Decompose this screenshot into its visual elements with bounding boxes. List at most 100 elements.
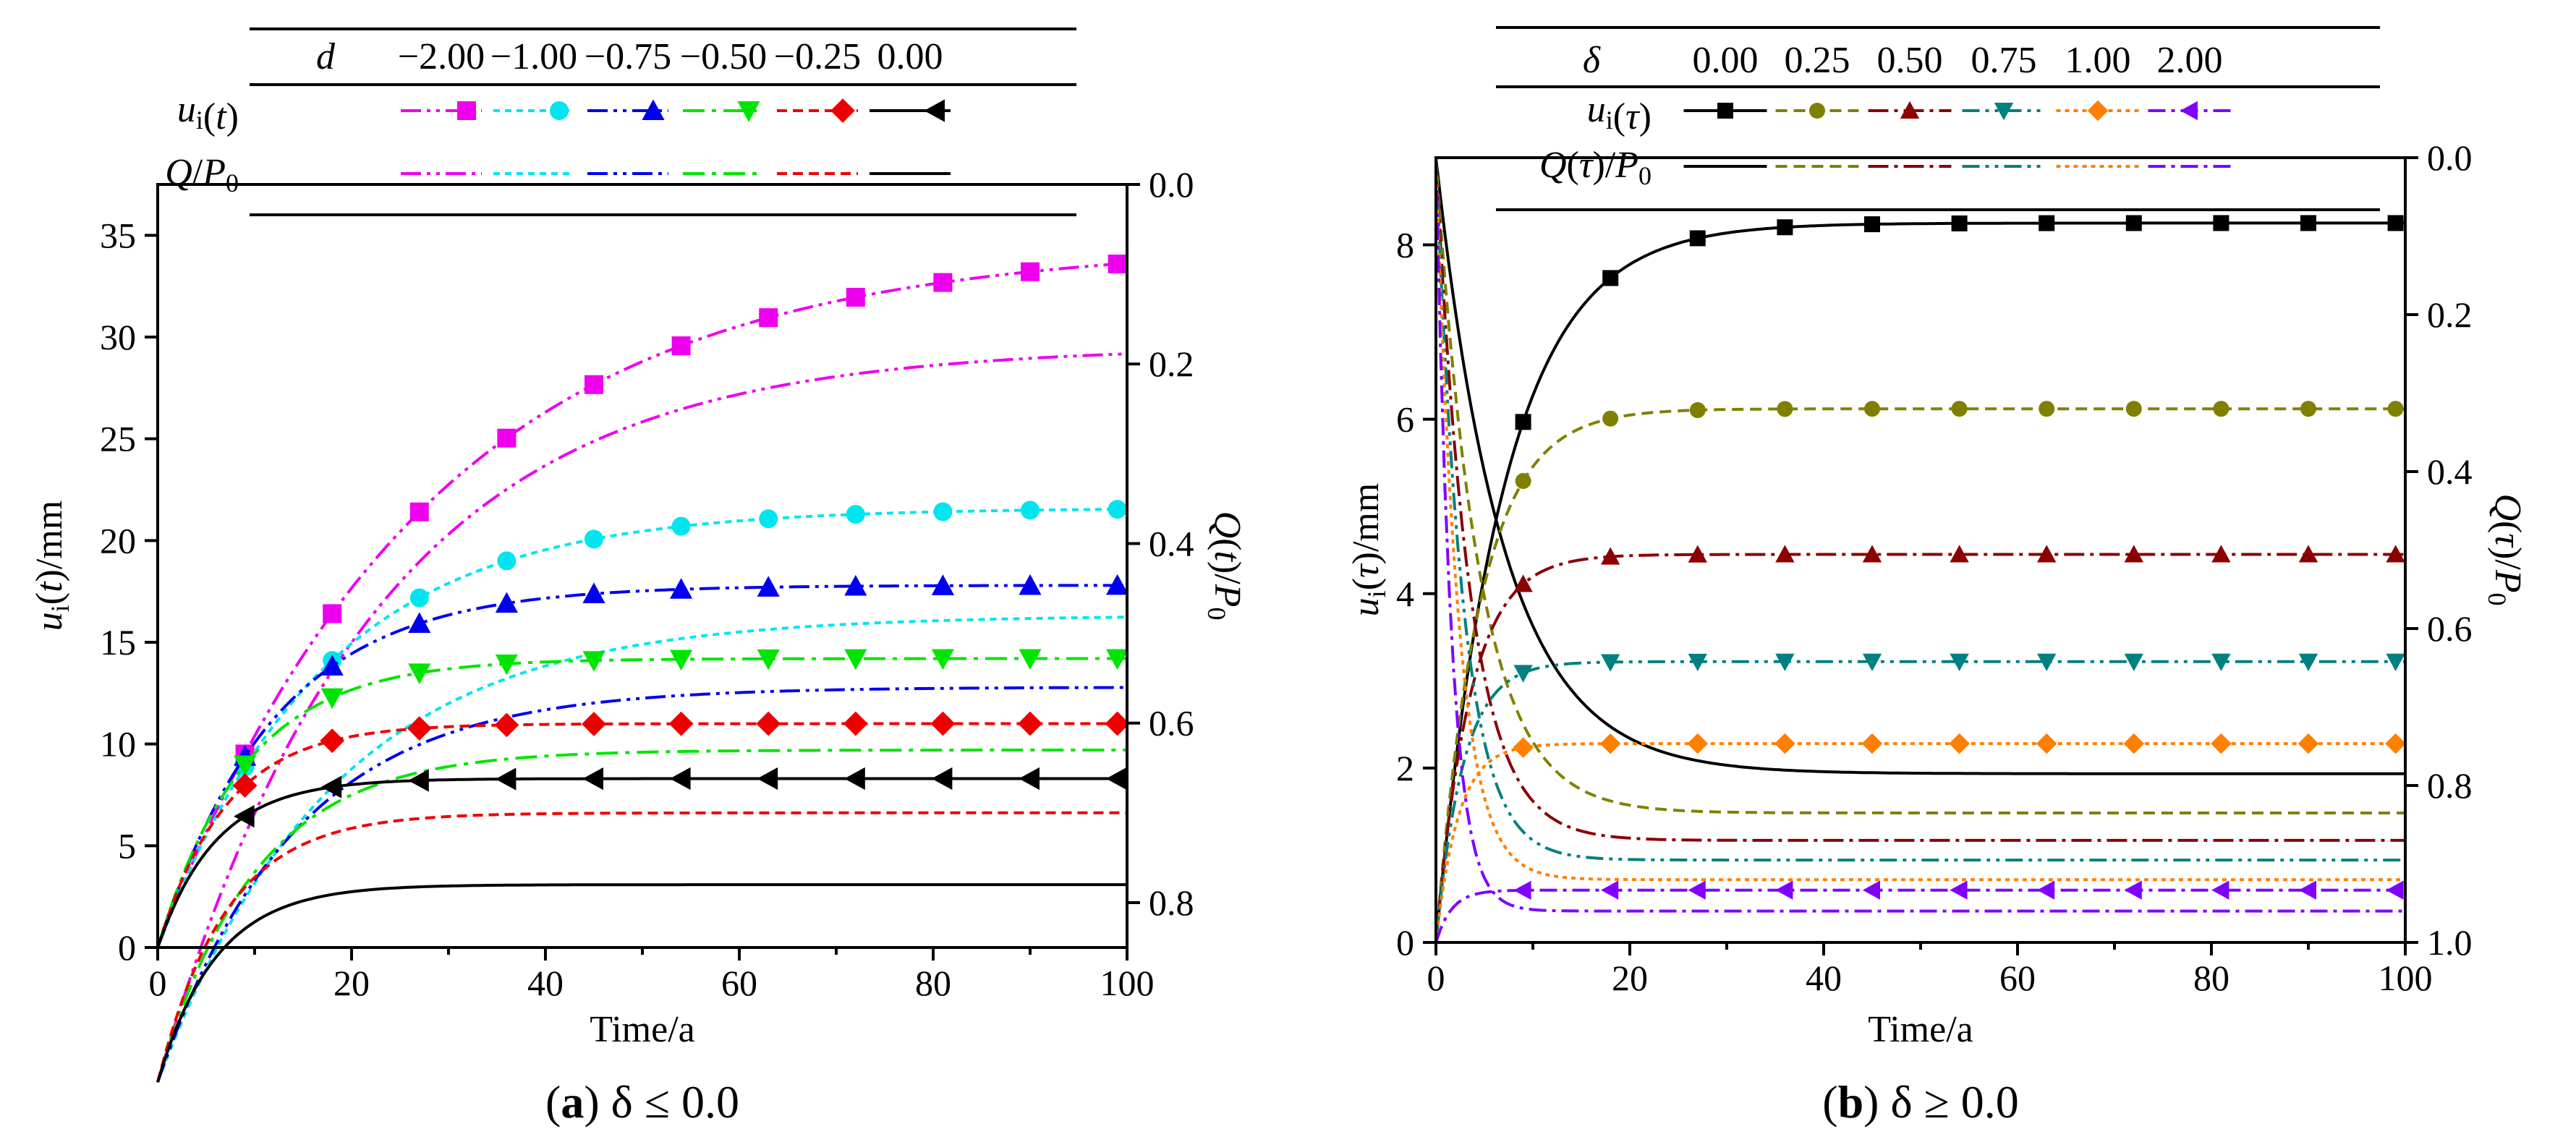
panel-b-y2-tick-label: 0.0 xyxy=(2427,137,2473,178)
panel-b-marker-000 xyxy=(1602,270,1619,286)
panel-a-marker-100 xyxy=(1021,501,1040,520)
panel-b-marker-000 xyxy=(2300,215,2316,231)
panel-b-x-tick-label: 100 xyxy=(2379,958,2433,998)
panel-a-marker-025 xyxy=(232,773,258,798)
panel-b-marker-025 xyxy=(2387,401,2404,417)
panel-a-legend-param-value: −0.75 xyxy=(585,36,671,77)
panel-a-marker-000 xyxy=(1019,767,1040,791)
panel-b-marker-100 xyxy=(2036,733,2057,754)
panel-b-x-tick-label: 0 xyxy=(1427,958,1445,998)
panel-b-y2-tick-label: 1.0 xyxy=(2427,922,2473,963)
panel-b-legend-param-value: 0.25 xyxy=(1785,40,1850,81)
panel-a-marker-000 xyxy=(757,767,778,791)
panel-b-marker-075 xyxy=(1862,653,1882,672)
panel-b-legend-param-value: 0.00 xyxy=(1693,40,1759,81)
panel-a-legend-param-value: −2.00 xyxy=(398,36,485,77)
panel-b-marker-075 xyxy=(1775,653,1795,672)
panel-a-x-tick-label: 40 xyxy=(527,963,564,1003)
panel-a-legend-marker xyxy=(924,99,945,122)
panel-b-marker-075 xyxy=(1601,654,1620,672)
panel-a-y2-tick-label: 0.0 xyxy=(1149,164,1194,205)
panel-b-u-curve-075 xyxy=(1434,660,2405,943)
panel-a-marker-075 xyxy=(320,655,344,676)
panel-b-marker-025 xyxy=(2300,401,2316,417)
panel-a-marker-000 xyxy=(1106,767,1127,791)
panel-a-y2-tick-label: 0.4 xyxy=(1149,523,1194,563)
panel-a-u-curve-000 xyxy=(156,777,1127,948)
panel-b-q-curve-050 xyxy=(1434,157,2405,842)
panel-a-y-tick-label: 15 xyxy=(100,622,136,663)
panel-b-marker-025 xyxy=(2125,401,2142,417)
panel-a-q-curve-050 xyxy=(156,749,1127,1083)
panel-b-q-curve-000 xyxy=(1434,157,2405,775)
panel-b-x-tick-label: 80 xyxy=(2193,958,2229,998)
panel-b-marker-025 xyxy=(1515,473,1531,490)
panel-a-y-tick-label: 0 xyxy=(118,927,136,968)
panel-b-y-tick-label: 8 xyxy=(1396,225,1414,265)
panel-b-u-curve-000 xyxy=(1434,221,2405,943)
panel-a-marker-050 xyxy=(495,654,518,676)
panel-a-x-tick-label: 80 xyxy=(915,963,951,1003)
panel-b-marker-200 xyxy=(2211,880,2229,900)
panel-b-legend: δ 0.00 0.25 0.50 0.75 1.00 2.00 ui(τ) Q(τ)/P0 xyxy=(1496,26,2380,211)
panel-a-caption: (a) δ ≤ 0.0 xyxy=(545,1076,739,1128)
panel-a-marker-050 xyxy=(1106,649,1129,670)
panel-a-marker-025 xyxy=(843,711,868,736)
panel-a-x-tick-label: 0 xyxy=(149,963,167,1003)
panel-a-marker-050 xyxy=(320,688,344,710)
panel-a-marker-050 xyxy=(234,755,257,777)
panel-a-marker-000 xyxy=(320,775,342,799)
panel-b-legend-row1-label: ui(τ) xyxy=(1587,89,1652,137)
panel-a-marker-075 xyxy=(1019,574,1042,595)
panel-b-y2-tick-label: 0.2 xyxy=(2427,294,2473,335)
panel-a-marker-000 xyxy=(495,767,517,791)
panel-a-marker-025 xyxy=(930,711,956,736)
panel-a-y-tick-label: 25 xyxy=(100,419,136,459)
panel-b-marker-100 xyxy=(1599,733,1621,754)
panel-a-legend-row2-label: Q/P0 xyxy=(165,152,239,197)
panel-b-legend-param-value: 2.00 xyxy=(2157,40,2223,81)
panel-a-marker-050 xyxy=(844,649,867,670)
panel-b-x-tick-label: 40 xyxy=(1806,958,1842,998)
panel-b-x-axis-label: Time/a xyxy=(1868,1009,1973,1050)
panel-b-marker-050 xyxy=(1775,545,1795,563)
panel-a-legend-param-value: −0.50 xyxy=(680,36,767,77)
panel-a-marker-075 xyxy=(582,582,605,604)
panel-b-marker-050 xyxy=(1688,545,1707,563)
panel-a-marker-200 xyxy=(846,287,865,307)
panel-b-legend-param-value: 0.50 xyxy=(1877,40,1943,81)
panel-a-marker-100 xyxy=(409,588,429,608)
panel-b-marker-200 xyxy=(2298,880,2316,900)
panel-b-marker-075 xyxy=(2211,653,2231,672)
panel-b-marker-025 xyxy=(1951,401,1968,417)
panel-b-marker-025 xyxy=(1602,410,1619,427)
panel-b-curves xyxy=(1434,157,2406,943)
panel-a-marker-075 xyxy=(670,578,693,599)
panel-a-y-tick-label: 10 xyxy=(100,724,136,765)
panel-b-marker-100 xyxy=(2211,733,2232,754)
panel-b-x-tick-label: 60 xyxy=(1999,958,2036,998)
panel-a-marker-100 xyxy=(846,505,865,524)
panel-a-u-curve-075 xyxy=(156,584,1128,948)
panel-a-marker-050 xyxy=(408,663,431,684)
panel-a-marker-200 xyxy=(409,502,429,521)
panel-b-marker-200 xyxy=(2124,880,2142,900)
panel-b-marker-200 xyxy=(1513,880,1531,900)
panel-b-marker-025 xyxy=(1864,401,1880,417)
panel-a-marker-100 xyxy=(671,516,691,536)
panel-a-marker-050 xyxy=(1019,649,1042,670)
panel-b-marker-050 xyxy=(2037,545,2057,563)
panel-a-x-tick-label: 100 xyxy=(1100,963,1155,1003)
panel-a-marker-075 xyxy=(1106,574,1129,595)
panel-b-marker-100 xyxy=(1861,733,1883,754)
panel-b-legend-marker xyxy=(2087,100,2109,122)
panel-a-marker-025 xyxy=(1105,711,1130,736)
panel-a-y-tick-label: 5 xyxy=(118,825,136,866)
panel-b-marker-050 xyxy=(2211,545,2231,563)
panel-b-legend-marker xyxy=(1809,103,1825,119)
panel-a-legend-param-value: 0.00 xyxy=(877,36,943,77)
panel-a-x-tick-label: 60 xyxy=(721,963,757,1003)
panel-b-marker-050 xyxy=(2298,545,2318,563)
panel-a-marker-200 xyxy=(323,604,342,623)
